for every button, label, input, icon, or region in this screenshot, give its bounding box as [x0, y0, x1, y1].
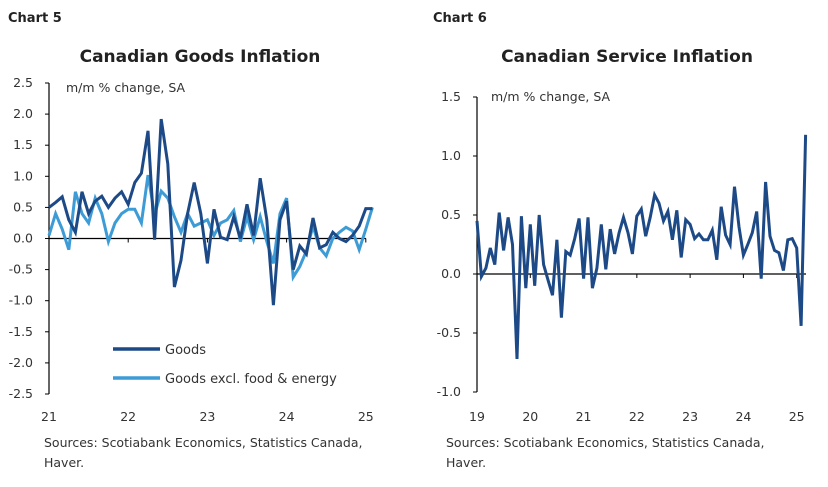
- legend-label-core: Goods excl. food & energy: [165, 372, 337, 387]
- y-tick-label: -0.5: [437, 325, 461, 340]
- x-tick-label: 24: [279, 409, 295, 424]
- x-tick-label: 19: [469, 409, 485, 424]
- x-tick-label: 24: [735, 409, 751, 424]
- plot-lines: [475, 134, 808, 360]
- unit-label: m/m % change, SA: [66, 80, 186, 95]
- y-tick-label: 0.0: [13, 231, 33, 246]
- legend: Goods Goods excl. food & energy: [113, 343, 337, 387]
- series-line-goods: [48, 118, 373, 306]
- y-tick-label: -1.0: [437, 384, 461, 399]
- y-tick-label: 1.0: [441, 148, 461, 163]
- y-tick-label: -1.0: [9, 293, 33, 308]
- legend-label-goods: Goods: [165, 343, 206, 358]
- y-tick-label: 0.5: [13, 199, 33, 214]
- x-tick-label: 22: [120, 409, 136, 424]
- x-tick-label: 21: [41, 409, 57, 424]
- sources-line-2: Haver.: [446, 455, 486, 470]
- axes: 1.5 1.0 0.5 0.0 -0.5 -1.0 19 20 21 22 23 24 25: [437, 89, 806, 424]
- y-tick-label: 1.5: [13, 137, 33, 152]
- series-line-services: [475, 134, 808, 360]
- y-tick-label: -2.5: [9, 386, 33, 401]
- sources-line-1: Sources: Scotiabank Economics, Statistic…: [44, 435, 362, 450]
- unit-label: m/m % change, SA: [491, 89, 611, 104]
- sources-line-2: Haver.: [44, 455, 84, 470]
- y-tick-label: -1.5: [9, 324, 33, 339]
- x-tick-label: 23: [682, 409, 698, 424]
- x-tick-label: 20: [522, 409, 538, 424]
- x-tick-label: 25: [358, 409, 374, 424]
- y-tick-label: 0.0: [441, 266, 461, 281]
- x-tick-label: 25: [789, 409, 805, 424]
- y-tick-label: 2.5: [13, 75, 33, 90]
- x-tick-label: 21: [576, 409, 592, 424]
- chart-label: Chart 5: [8, 11, 62, 26]
- chart-title: Canadian Goods Inflation: [80, 47, 321, 67]
- sources-line-1: Sources: Scotiabank Economics, Statistic…: [446, 435, 764, 450]
- axes: 2.5 2.0 1.5 1.0 0.5 0.0 -0.5 -1.0 -1.5 -2.0 -2.5 21…: [9, 75, 374, 424]
- y-tick-label: -0.5: [9, 262, 33, 277]
- chart-5: Chart 5 Canadian Goods Inflation m/m % c…: [8, 11, 374, 470]
- chart-title: Canadian Service Inflation: [501, 47, 753, 67]
- plot-lines: [47, 118, 374, 306]
- x-tick-label: 23: [199, 409, 215, 424]
- x-tick-label: 22: [629, 409, 645, 424]
- y-tick-label: 1.0: [13, 168, 33, 183]
- y-tick-label: -2.0: [9, 355, 33, 370]
- y-tick-label: 2.0: [13, 106, 33, 121]
- y-tick-label: 0.5: [441, 207, 461, 222]
- y-tick-label: 1.5: [441, 89, 461, 104]
- chart-6: Chart 6 Canadian Service Inflation m/m %…: [433, 11, 808, 470]
- chart-label: Chart 6: [433, 11, 487, 26]
